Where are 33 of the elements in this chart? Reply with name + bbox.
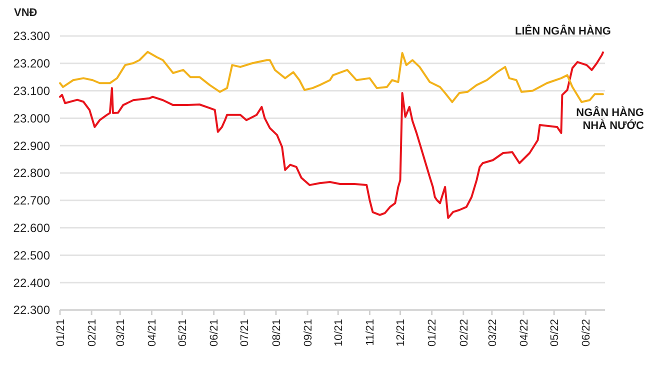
x-tick-label: 09/21 bbox=[302, 319, 314, 347]
y-tick-label: 23.200 bbox=[13, 56, 50, 71]
x-tick-label: 04/21 bbox=[146, 319, 159, 347]
series-label: NGÂN HÀNG NHÀ NƯỚC bbox=[576, 106, 644, 132]
x-tick-label: 02/21 bbox=[86, 319, 98, 347]
y-tick-label: 23.100 bbox=[13, 84, 50, 98]
x-tick-label: 06/21 bbox=[208, 319, 221, 347]
x-tick-label: 06/22 bbox=[580, 319, 592, 347]
y-tick-label: 23.000 bbox=[13, 111, 50, 126]
x-tick-label: 03/21 bbox=[114, 319, 127, 347]
y-tick-label: 22.600 bbox=[13, 221, 50, 235]
y-tick-label: 22.800 bbox=[13, 166, 50, 180]
x-tick-label: 07/21 bbox=[239, 319, 252, 347]
y-tick-label: 22.900 bbox=[13, 138, 50, 153]
x-tick-label: 12/21 bbox=[395, 319, 408, 347]
x-tick-label: 05/21 bbox=[177, 319, 190, 347]
y-axis-title: VNĐ bbox=[14, 7, 38, 19]
x-tick-label: 04/22 bbox=[518, 319, 530, 347]
series-label: LIÊN NGÂN HÀNG bbox=[515, 24, 611, 38]
line-series bbox=[59, 50, 604, 104]
x-tick-label: 01/22 bbox=[426, 319, 439, 347]
x-tick-label: 02/22 bbox=[458, 319, 470, 347]
x-tick-label: 11/21 bbox=[364, 319, 377, 346]
y-tick-label: 22.400 bbox=[13, 276, 50, 290]
y-tick-label: 22.300 bbox=[13, 303, 50, 318]
y-tick-label: 23.300 bbox=[13, 29, 50, 44]
x-tick-label: 01/21 bbox=[54, 319, 67, 347]
x-tick-label: 10/21 bbox=[332, 319, 345, 347]
y-tick-label: 22.500 bbox=[13, 248, 50, 262]
x-tick-label: 05/22 bbox=[548, 319, 561, 347]
x-tick-label: 03/22 bbox=[486, 319, 499, 347]
y-tick-label: 22.700 bbox=[13, 194, 50, 208]
x-tick-label: 08/21 bbox=[270, 319, 283, 347]
